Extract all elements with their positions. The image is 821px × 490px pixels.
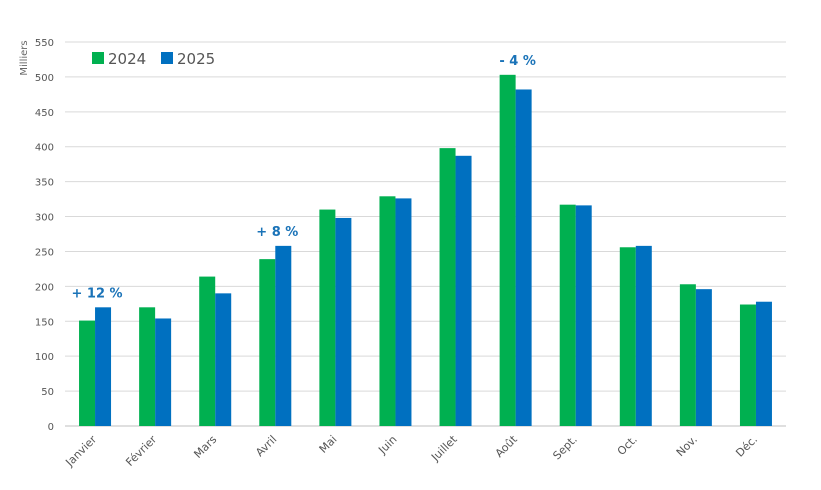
annotation-label: + 12 % — [72, 286, 123, 301]
x-tick-label: Oct. — [615, 433, 640, 458]
bar-2024-4 — [319, 209, 336, 426]
x-tick-label: Sept. — [550, 433, 579, 462]
bar-2024-11 — [739, 304, 756, 426]
y-tick-label: 500 — [35, 73, 54, 84]
legend-swatch-2025 — [161, 52, 173, 64]
x-tick-label: Avril — [253, 433, 279, 459]
bar-2025-3 — [275, 245, 292, 426]
y-tick-label: 450 — [35, 108, 54, 119]
bar-2024-3 — [259, 259, 276, 426]
y-tick-label: 150 — [35, 317, 54, 328]
x-tick-label: Février — [123, 433, 159, 469]
bar-2025-2 — [215, 293, 232, 426]
bar-2025-1 — [155, 318, 172, 426]
annotations: + 12 % + 8 % - 4 % — [72, 54, 536, 301]
bar-2025-10 — [695, 289, 712, 426]
x-axis-ticks: Janvier Février Mars Avril Mai Juin Juillet Aoû… — [63, 432, 761, 469]
x-tick-label: Janvier — [63, 433, 100, 470]
bar-2025-5 — [395, 198, 412, 426]
gridlines — [65, 41, 786, 427]
bar-2025-0 — [95, 307, 112, 426]
y-tick-label: 50 — [41, 387, 54, 398]
bar-2025-9 — [635, 245, 652, 426]
legend-label-2025: 2025 — [177, 50, 215, 68]
y-tick-label: 250 — [35, 247, 54, 258]
bar-2025-7 — [515, 89, 532, 426]
x-tick-label: Mars — [191, 433, 219, 461]
bar-2024-6 — [439, 148, 456, 426]
bar-2024-8 — [559, 204, 576, 426]
y-tick-label: 100 — [35, 352, 54, 363]
x-tick-label: Juillet — [428, 432, 460, 464]
bar-2025-11 — [755, 301, 772, 426]
bar-2025-4 — [335, 217, 352, 426]
bar-2024-5 — [379, 196, 396, 426]
legend-swatch-2024 — [92, 52, 104, 64]
x-tick-label: Mai — [317, 433, 340, 456]
y-tick-label: 550 — [35, 38, 54, 49]
y-axis-label: Milliers — [19, 40, 30, 75]
legend: 2024 2025 — [92, 50, 215, 68]
x-tick-label: Août — [493, 432, 521, 460]
y-tick-label: 0 — [48, 422, 54, 433]
annotation-label: + 8 % — [256, 225, 298, 240]
x-tick-label: Déc. — [733, 433, 760, 460]
x-tick-label: Juin — [375, 433, 399, 457]
bar-2024-2 — [199, 276, 216, 426]
bar-2024-7 — [499, 74, 516, 426]
bar-2024-0 — [79, 320, 96, 426]
y-axis-ticks: 0 50 100 150 200 250 300 350 400 450 500 550 — [35, 38, 54, 433]
bar-2024-1 — [139, 307, 156, 426]
y-tick-label: 400 — [35, 143, 54, 154]
bar-2024-10 — [679, 284, 696, 426]
bars — [79, 74, 772, 426]
bar-2024-9 — [619, 247, 636, 426]
x-tick-label: Nov. — [674, 433, 700, 459]
y-tick-label: 200 — [35, 282, 54, 293]
y-tick-label: 350 — [35, 178, 54, 189]
annotation-label: - 4 % — [499, 54, 536, 69]
y-tick-label: 300 — [35, 213, 54, 224]
bar-2025-8 — [575, 205, 592, 426]
bar-2025-6 — [455, 155, 472, 426]
legend-label-2024: 2024 — [108, 50, 146, 68]
